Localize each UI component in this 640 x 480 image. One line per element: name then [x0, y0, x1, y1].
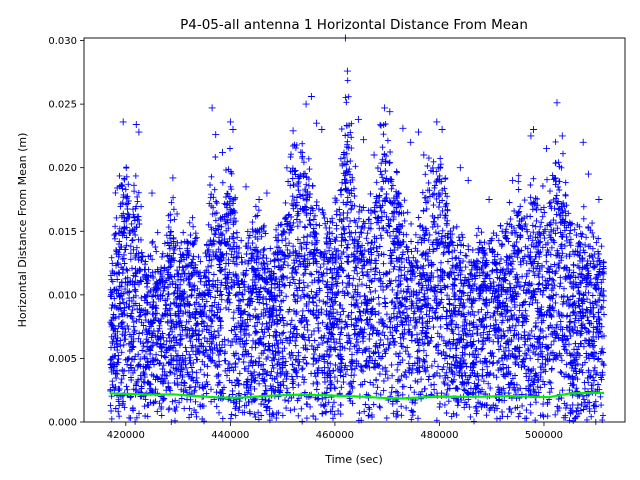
x-tick-label: 480000 — [420, 430, 458, 441]
x-tick-label: 500000 — [525, 430, 563, 441]
x-tick-label: 420000 — [107, 430, 145, 441]
y-tick-label: 0.000 — [48, 418, 77, 429]
y-tick-label: 0.025 — [48, 100, 77, 111]
y-tick-label: 0.015 — [48, 227, 77, 238]
plot-line — [110, 391, 605, 400]
mean-line — [110, 391, 605, 400]
y-tick-label: 0.005 — [48, 354, 77, 365]
y-tick-label: 0.020 — [48, 163, 77, 174]
x-axis: 420000 440000 460000 480000 500000 — [107, 422, 563, 441]
y-tick-label: 0.010 — [48, 290, 77, 301]
chart-title: P4-05-all antenna 1 Horizontal Distance … — [180, 17, 528, 33]
plot-points — [107, 34, 607, 425]
x-tick-label: 460000 — [316, 430, 354, 441]
x-tick-label: 440000 — [211, 430, 249, 441]
y-axis-label: Horizontal Distance From Mean (m) — [16, 133, 29, 328]
scatter-markers — [107, 34, 607, 425]
y-axis: 0.000 0.005 0.010 0.015 0.020 0.025 0.030 — [48, 36, 84, 429]
x-axis-label: Time (sec) — [324, 453, 383, 466]
y-tick-label: 0.030 — [48, 36, 77, 47]
plot-frame — [83, 37, 626, 423]
